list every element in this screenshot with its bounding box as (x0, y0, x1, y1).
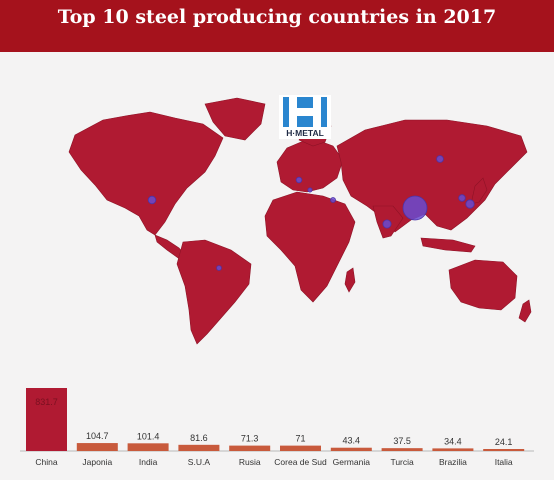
category-label: India (139, 457, 158, 467)
bar (178, 444, 220, 451)
bar (26, 388, 67, 451)
bar (381, 448, 423, 451)
header-banner: Top 10 steel producing countries in 2017 (0, 0, 554, 52)
north-america-landmass (68, 111, 224, 236)
south-america-landmass (176, 239, 252, 345)
europe-landmass (276, 139, 344, 193)
category-label: Germania (333, 457, 371, 467)
data-label: 37.5 (393, 436, 411, 446)
bar-chart-svg: 831.7 China 104.7 Japonia 101.4 India 81.6 S.U.… (20, 388, 534, 467)
logo-wordmark: H·METAL (286, 128, 324, 138)
data-label: 81.6 (190, 433, 208, 443)
bubble-rusia (436, 155, 444, 163)
bar (127, 443, 169, 451)
indonesia-landmass (420, 237, 476, 253)
data-label: 831.7 (35, 397, 58, 407)
bubble-japonia (465, 199, 475, 209)
category-label: Italia (495, 457, 513, 467)
data-label: 24.1 (495, 437, 513, 447)
bubble-turcia (330, 197, 336, 203)
bubble-sua (147, 195, 157, 205)
asia-landmass (336, 119, 528, 233)
category-label: S.U.A (188, 457, 211, 467)
bubble-brazilia (216, 265, 222, 271)
data-label: 101.4 (137, 431, 160, 441)
data-label: 71 (295, 434, 305, 444)
category-label: Brazilia (439, 457, 467, 467)
data-label: 34.4 (444, 436, 462, 446)
bar (229, 445, 271, 451)
bar (280, 445, 321, 451)
bubble-germania (295, 176, 303, 184)
bar (432, 448, 474, 451)
page-title: Top 10 steel producing countries in 2017 (57, 6, 497, 28)
bubble-india (382, 219, 392, 229)
bar-chart: 831.7 China 104.7 Japonia 101.4 India 81.6 S.U.… (0, 378, 554, 480)
bubble-italia (307, 187, 313, 193)
bar (483, 449, 525, 451)
australia-landmass (448, 259, 518, 311)
category-label: Turcia (390, 457, 414, 467)
greenland-landmass (204, 97, 266, 141)
madagascar-landmass (344, 267, 356, 293)
bar (330, 447, 372, 451)
category-label: Japonia (82, 457, 112, 467)
category-label: Rusia (239, 457, 261, 467)
bubble-china (402, 195, 428, 221)
data-label: 104.7 (86, 431, 109, 441)
bubble-corea-de-sud (458, 194, 466, 202)
new-zealand-landmass (518, 299, 532, 323)
bar (76, 443, 118, 451)
category-label: Corea de Sud (274, 457, 327, 467)
africa-landmass (264, 191, 356, 303)
hmetal-logo: H·METAL (279, 95, 331, 139)
data-label: 71.3 (241, 434, 259, 444)
data-label: 43.4 (343, 436, 361, 446)
category-label: China (35, 457, 57, 467)
